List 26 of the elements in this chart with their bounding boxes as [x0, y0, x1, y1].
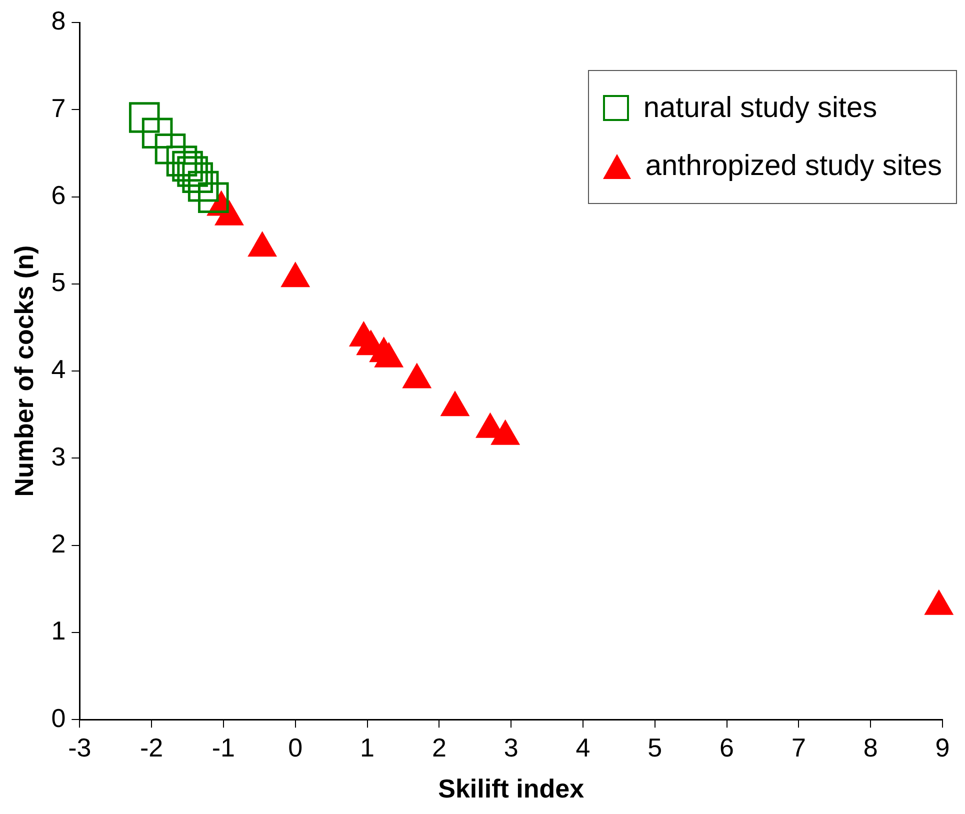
legend-label: natural study sites [643, 92, 878, 124]
y-tick-label: 8 [51, 6, 66, 36]
x-tick-label: 0 [288, 732, 303, 762]
x-tick-label: 4 [576, 732, 590, 762]
x-tick-label: -3 [68, 732, 92, 762]
y-tick-label: 7 [51, 92, 66, 123]
legend-label: anthropized study sites [645, 150, 942, 182]
x-tick-label: 3 [504, 732, 518, 762]
x-tick-label: 2 [432, 732, 446, 762]
x-tick-label: 5 [648, 732, 662, 762]
x-tick-label: 1 [360, 732, 375, 762]
y-axis-title: Number of cocks (n) [8, 245, 39, 497]
y-tick-label: 4 [51, 354, 66, 384]
x-tick-label: 6 [720, 732, 734, 762]
y-tick-label: 2 [51, 528, 66, 558]
x-axis-title: Skilift index [438, 774, 585, 804]
x-tick-label: 7 [791, 732, 806, 762]
y-tick-label: 3 [51, 441, 66, 472]
y-tick-label: 0 [51, 702, 66, 733]
y-tick-label: 1 [51, 616, 66, 646]
y-tick-label: 6 [51, 180, 66, 210]
y-tick-label: 5 [51, 267, 66, 298]
x-tick-label: -2 [140, 732, 164, 762]
x-tick-label: 9 [935, 732, 950, 762]
x-tick-label: -1 [212, 732, 236, 762]
x-tick-label: 8 [863, 732, 878, 762]
